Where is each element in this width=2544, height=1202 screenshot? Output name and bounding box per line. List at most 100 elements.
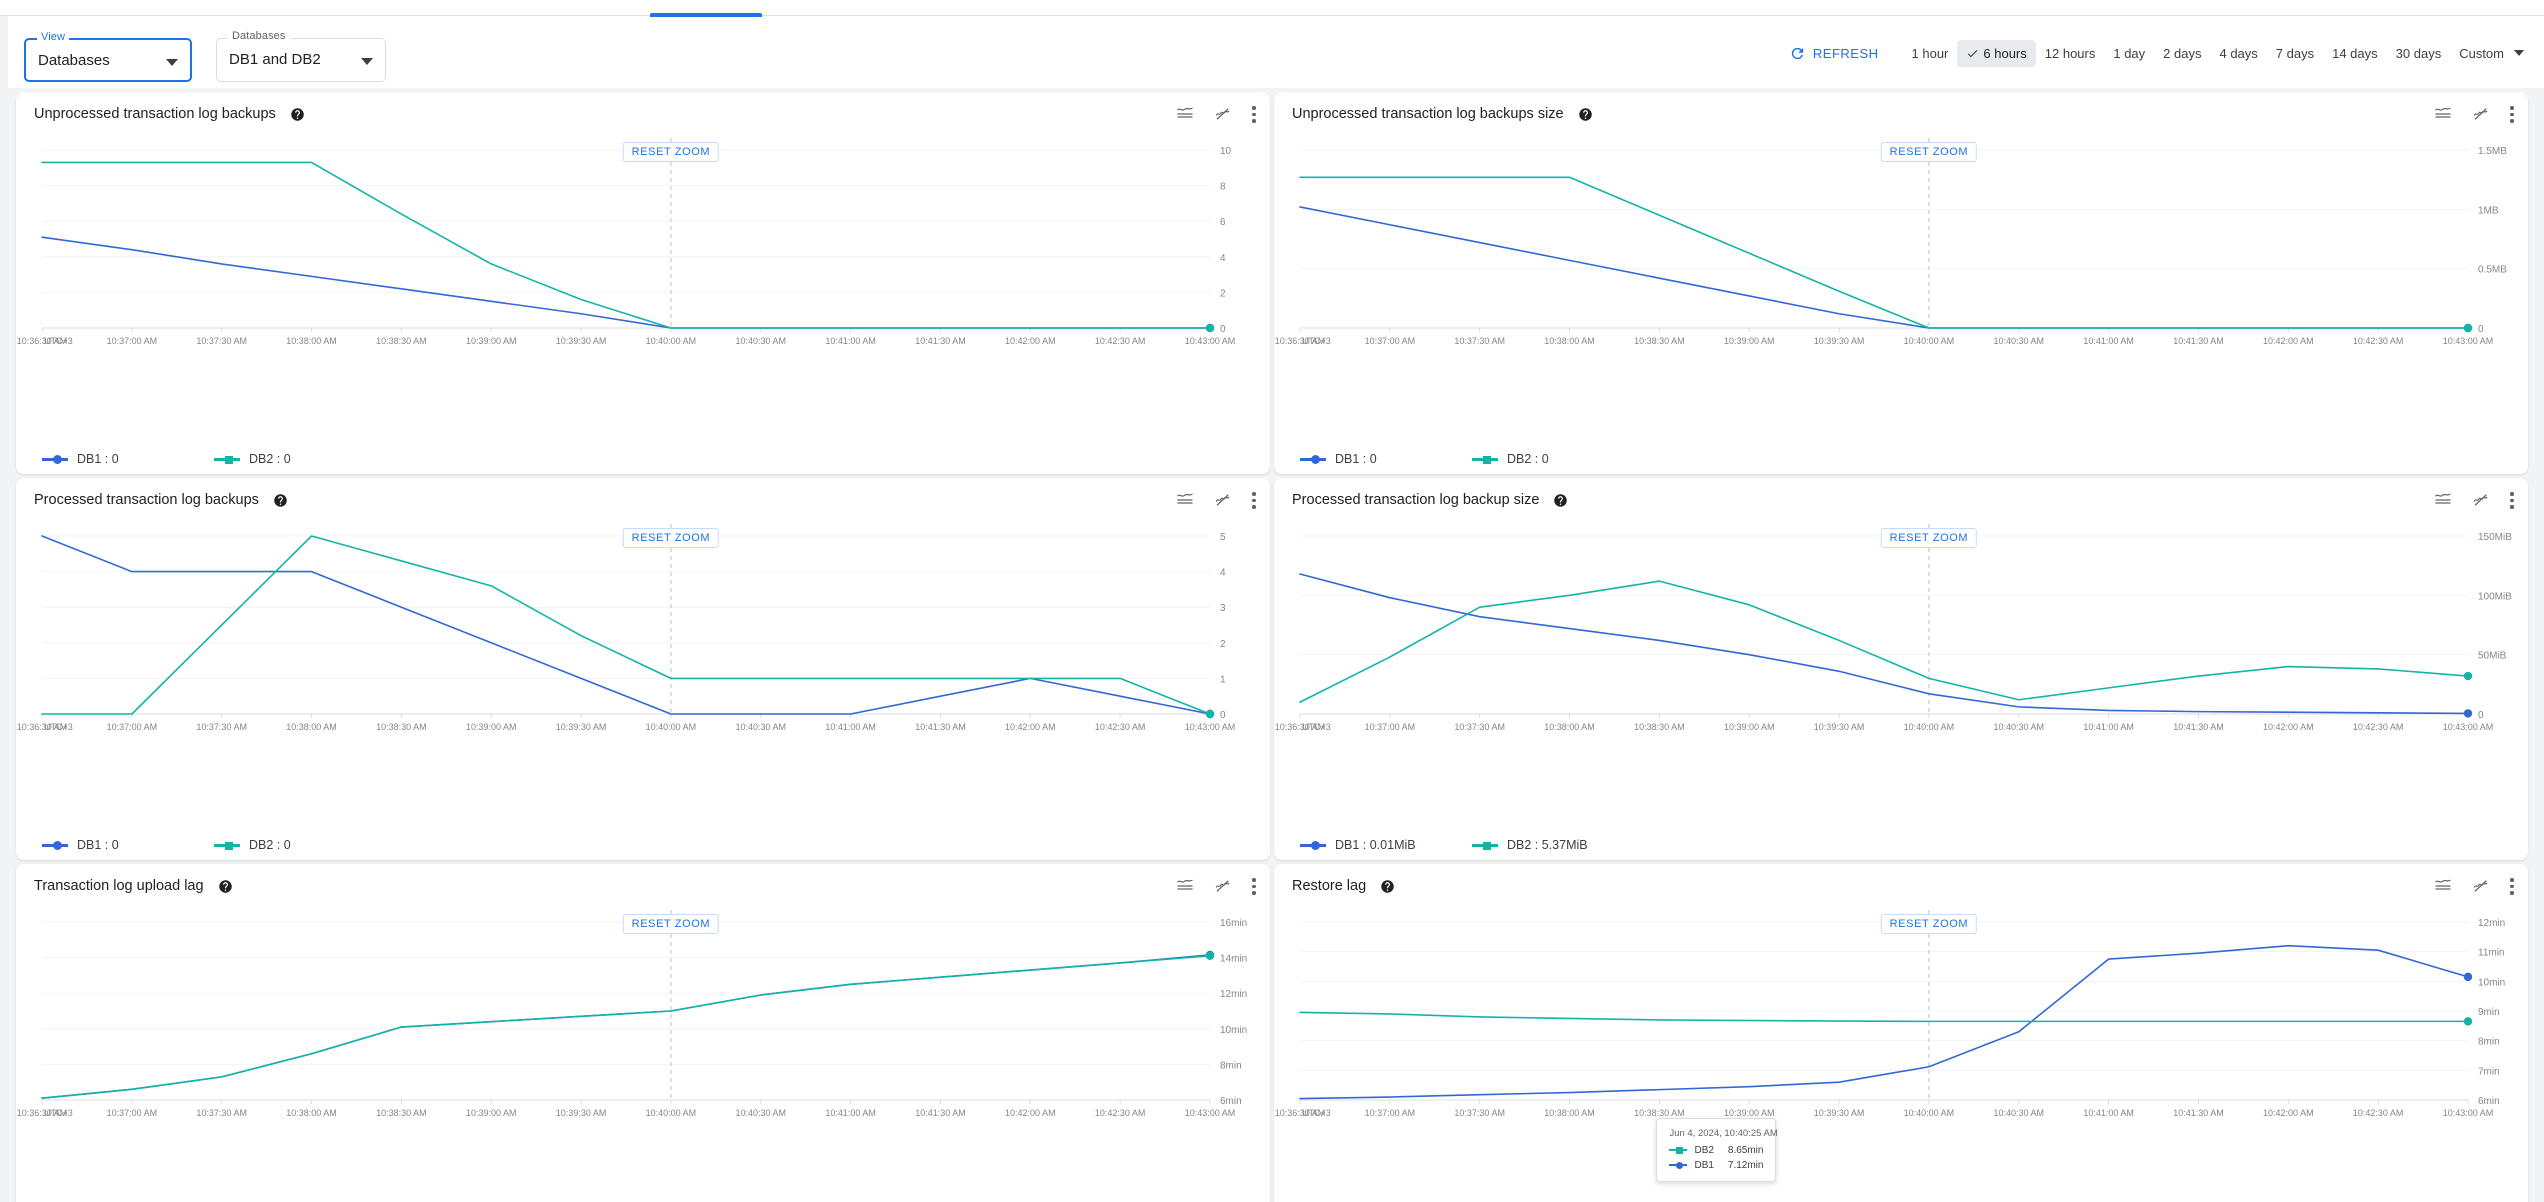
more-options-icon[interactable] xyxy=(1252,491,1256,509)
legend-item-db2[interactable]: DB2 : 5.37MiB xyxy=(1472,838,1588,852)
time-range-6-hours[interactable]: 6 hours xyxy=(1957,39,2036,67)
time-range-30-days[interactable]: 30 days xyxy=(2387,40,2451,67)
legend-item-db2[interactable]: DB2 : 0 xyxy=(214,838,291,852)
legend-item-db1[interactable]: DB1 : 0 xyxy=(42,838,214,852)
x-axis-tick-label: 10:41:30 AM xyxy=(2173,1108,2224,1118)
time-range-14-days[interactable]: 14 days xyxy=(2323,40,2387,67)
help-icon[interactable] xyxy=(218,879,233,894)
x-axis-tick-label: 10:39:00 AM xyxy=(1724,1108,1775,1118)
x-axis-tick-label: 10:37:00 AM xyxy=(1365,722,1416,732)
chevron-down-icon xyxy=(361,58,373,65)
databases-select[interactable]: Databases DB1 and DB2 xyxy=(216,30,386,82)
compare-metrics-icon[interactable] xyxy=(2472,491,2490,509)
y-axis-tick-label: 7min xyxy=(2478,1066,2500,1077)
stacked-chart-icon[interactable] xyxy=(1176,491,1194,509)
reset-zoom-button[interactable]: RESET ZOOM xyxy=(1880,914,1978,934)
compare-metrics-icon[interactable] xyxy=(1214,491,1232,509)
more-options-icon[interactable] xyxy=(1252,877,1256,895)
time-range-4-days[interactable]: 4 days xyxy=(2210,40,2266,67)
stacked-chart-icon[interactable] xyxy=(1176,877,1194,895)
x-axis-tick-label: 10:43:00 AM xyxy=(1185,336,1236,346)
time-range-12-hours[interactable]: 12 hours xyxy=(2036,40,2105,67)
legend-swatch xyxy=(1472,839,1498,851)
x-axis-tick-label: 10:38:00 AM xyxy=(286,722,337,732)
view-select[interactable]: View Databases xyxy=(24,31,192,82)
timezone-label: UTC+3 xyxy=(44,722,73,732)
legend-swatch xyxy=(1300,453,1326,465)
help-icon[interactable] xyxy=(273,493,288,508)
stacked-chart-icon[interactable] xyxy=(2434,877,2452,895)
active-tab-indicator xyxy=(650,13,762,17)
chart-header-actions xyxy=(2434,105,2514,123)
chart-card-header: Unprocessed transaction log backups size xyxy=(1274,92,2528,136)
time-range-2-days[interactable]: 2 days xyxy=(2154,40,2210,67)
chart-plot-area[interactable]: 0 1 2 3 4 5 UTC+3 10:36:30 AM 10:37:00 AM 10:37:3… xyxy=(16,522,1270,860)
chart-plot-area[interactable]: 6min 8min 10min 12min 14min 16min UTC+3 10:36:3… xyxy=(16,908,1270,1202)
stacked-chart-icon[interactable] xyxy=(2434,491,2452,509)
time-range-7-days[interactable]: 7 days xyxy=(2267,40,2323,67)
y-axis-tick-label: 10min xyxy=(2478,977,2505,988)
legend-item-db2[interactable]: DB2 : 0 xyxy=(1472,452,1549,466)
reset-zoom-button[interactable]: RESET ZOOM xyxy=(1880,142,1978,162)
more-options-icon[interactable] xyxy=(2510,877,2514,895)
chart-legend: DB1 : 0 DB2 : 0 xyxy=(16,452,1270,466)
x-axis-tick-label: 10:42:00 AM xyxy=(1005,1108,1056,1118)
compare-metrics-icon[interactable] xyxy=(1214,877,1232,895)
compare-metrics-icon[interactable] xyxy=(1214,105,1232,123)
x-axis-tick-label: 10:40:00 AM xyxy=(1904,722,1955,732)
stacked-chart-icon[interactable] xyxy=(1176,105,1194,123)
chart-plot-area[interactable]: 0 2 4 6 8 10 UTC+3 10:36:30 AM 10:37:00 AM 10:37:… xyxy=(16,136,1270,474)
x-axis-tick-label: 10:43:00 AM xyxy=(1185,722,1236,732)
help-icon[interactable] xyxy=(1380,879,1395,894)
databases-select-value: DB1 and DB2 xyxy=(229,51,321,68)
more-options-icon[interactable] xyxy=(1252,105,1256,123)
series-line-db1 xyxy=(1299,944,2469,1100)
reset-zoom-button[interactable]: RESET ZOOM xyxy=(622,142,720,162)
stacked-chart-icon[interactable] xyxy=(2434,105,2452,123)
tooltip-series-value: 7.12min xyxy=(1727,1159,1764,1171)
chart-card-unprocessed-transaction-log-backups-size: Unprocessed transaction log backups size… xyxy=(1274,92,2528,474)
help-icon[interactable] xyxy=(1578,107,1593,122)
time-range-1-day[interactable]: 1 day xyxy=(2104,40,2154,67)
x-axis-tick-label: 10:39:00 AM xyxy=(1724,722,1775,732)
more-options-icon[interactable] xyxy=(2510,105,2514,123)
legend-item-db1[interactable]: DB1 : 0.01MiB xyxy=(1300,838,1472,852)
compare-metrics-icon[interactable] xyxy=(2472,105,2490,123)
chart-plot-area[interactable]: 0 0.5MB 1MB 1.5MB UTC+3 10:36:30 AM 10:37:00 A… xyxy=(1274,136,2528,474)
chart-svg: 0 0.5MB 1MB 1.5MB UTC+310:36:30 AM 10:37:00 A… xyxy=(1275,138,2507,346)
x-axis-tick-label: 10:38:30 AM xyxy=(376,722,427,732)
reset-zoom-button[interactable]: RESET ZOOM xyxy=(622,914,720,934)
y-axis-tick-label: 1 xyxy=(1220,674,1226,685)
x-axis-tick-label: 10:38:00 AM xyxy=(1544,1108,1595,1118)
chart-plot-area[interactable]: 0 50MiB 100MiB 150MiB UTC+3 10:36:30 AM 10:37:… xyxy=(1274,522,2528,860)
help-icon[interactable] xyxy=(290,107,305,122)
tooltip-series-swatch xyxy=(1669,1145,1688,1155)
y-axis-tick-label: 14min xyxy=(1220,954,1247,965)
y-axis-tick-label: 8min xyxy=(1220,1060,1242,1071)
chart-svg: 0 50MiB 100MiB 150MiB UTC+310:36:30 AM 10:37:… xyxy=(1275,524,2512,732)
reset-zoom-button[interactable]: RESET ZOOM xyxy=(622,528,720,548)
x-axis-tick-label: 10:39:30 AM xyxy=(1814,722,1865,732)
x-axis-tick-label: 10:40:30 AM xyxy=(1993,1108,2044,1118)
chart-card-processed-transaction-log-backup-size: Processed transaction log backup size 0 50… xyxy=(1274,478,2528,860)
time-range-custom[interactable]: Custom xyxy=(2450,40,2528,67)
tooltip-row: DB1 7.12min xyxy=(1669,1160,1763,1171)
timezone-label: UTC+3 xyxy=(1302,722,1331,732)
x-axis-tick-label: 10:39:00 AM xyxy=(466,1108,517,1118)
series-endpoint-db1 xyxy=(2463,709,2473,718)
reset-zoom-button[interactable]: RESET ZOOM xyxy=(1880,528,1978,548)
help-icon[interactable] xyxy=(1553,493,1568,508)
time-range-1-hour[interactable]: 1 hour xyxy=(1903,40,1958,67)
x-axis-tick-label: 10:39:30 AM xyxy=(556,1108,607,1118)
legend-item-db1[interactable]: DB1 : 0 xyxy=(42,452,214,466)
refresh-button[interactable]: REFRESH xyxy=(1779,40,1889,67)
legend-item-db2[interactable]: DB2 : 0 xyxy=(214,452,291,466)
tooltip-series-name: DB1 xyxy=(1694,1159,1714,1171)
series-line-db2 xyxy=(41,535,1211,715)
x-axis-tick-label: 10:36:30 AM xyxy=(1275,336,1326,346)
x-axis-tick-label: 10:39:30 AM xyxy=(556,722,607,732)
chart-plot-area[interactable]: 6min 7min 8min 9min 10min 11min 12min UTC+3 10:3… xyxy=(1274,908,2528,1202)
compare-metrics-icon[interactable] xyxy=(2472,877,2490,895)
legend-item-db1[interactable]: DB1 : 0 xyxy=(1300,452,1472,466)
more-options-icon[interactable] xyxy=(2510,491,2514,509)
